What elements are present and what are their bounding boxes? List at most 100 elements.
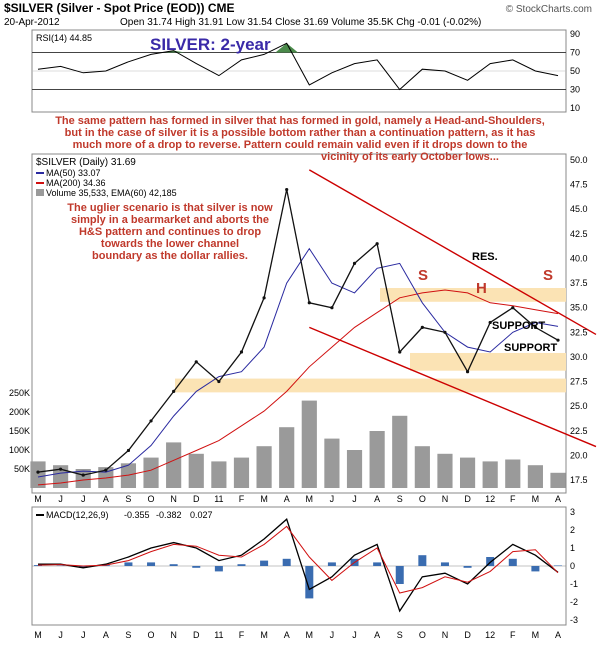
x-axis-label-macd: M [260,630,268,640]
macd-histogram-bar [34,565,42,566]
price-point [194,360,198,364]
macd-tick-label: 1 [570,543,575,553]
x-axis-label-price: 12 [485,494,495,504]
x-axis-label-price: 11 [214,494,223,504]
price-point [81,473,85,477]
macd-histogram-bar [282,558,291,566]
x-axis-label-macd: F [510,630,516,640]
band-zone [410,352,566,371]
x-axis-label-macd: A [374,630,380,640]
volume-bar [324,438,340,488]
channel-upper-line [308,169,597,336]
volume-bar [120,463,137,488]
macd-histogram-bar [554,565,562,566]
macd-histogram-bar [214,566,223,572]
price-point [172,389,176,393]
legend-volume-swatch [36,189,44,196]
legend-volume: Volume 35,533, EMA(60) 42,185 [46,188,177,198]
volume-bar [482,461,498,488]
macd-signal-value: -0.382 [156,510,182,520]
x-axis-label-price: M [532,494,540,504]
macd-value: -0.355 [124,510,150,520]
x-axis-label-macd: S [125,630,131,640]
support-upper-label: SUPPORT [492,320,545,332]
volume-bar [30,461,46,488]
price-point [375,242,379,246]
x-axis-label-price: A [374,494,380,504]
support-lower-label: SUPPORT [504,342,557,354]
commentary-line: simply in a bearmarket and aborts the [71,214,269,226]
price-point [262,296,266,300]
rsi-tick-label: 10 [570,103,580,113]
res-label: RES. [472,251,498,263]
macd-signal-line [37,525,559,594]
macd-histogram-bar [147,562,156,566]
x-axis-label-price: J [352,494,357,504]
x-axis-label-macd: 12 [485,630,495,640]
macd-histogram-bar [327,562,336,566]
price-point [420,325,424,329]
band-zone [410,378,566,393]
x-axis-label-macd: M [532,630,540,640]
x-axis-label-macd: F [239,630,245,640]
volume-bar [301,400,317,488]
price-point [36,470,40,474]
volume-tick-label: 250K [9,388,30,398]
rsi-tick-label: 70 [570,48,580,58]
ticks-layer: 907050301050.047.545.042.540.037.535.032… [9,29,588,640]
x-axis-label-macd: M [306,630,314,640]
macd-histogram-bar [395,566,404,584]
commentary-line: H&S pattern and continues to drop [79,226,261,238]
price-point [149,419,153,423]
macd-tick-label: -2 [570,597,578,607]
price-tick-label: 30.0 [570,352,588,362]
commentary-upper: The same pattern has formed in silver th… [55,115,545,163]
x-axis-label-price: J [58,494,63,504]
price-tick-label: 27.5 [570,377,588,387]
x-axis-label-macd: N [442,630,449,640]
commentary-line: boundary as the dollar rallies. [92,250,248,262]
price-tick-label: 20.0 [570,450,588,460]
price-point [217,379,221,384]
macd-histogram-bar [305,566,314,599]
x-axis-label-macd: J [352,630,357,640]
x-axis-label-price: S [125,494,131,504]
rsi-overbought-fill [275,43,298,53]
x-axis-label-macd: D [193,630,200,640]
macd-tick-label: -1 [570,579,578,589]
left-shoulder-label: S [418,267,428,284]
rsi-line [37,42,559,91]
price-line [37,189,559,476]
macd-histogram-bar [237,564,246,566]
x-axis-label-price: O [419,494,426,504]
price-point [352,261,357,265]
rsi-label: RSI(14) 44.85 [36,33,92,43]
price-point [465,370,470,374]
macd-histogram-bar [373,562,382,566]
x-axis-label-price: A [284,494,290,504]
x-axis-label-price: M [34,494,42,504]
macd-histogram-bar [169,564,178,566]
macd-layer [32,518,566,613]
price-point [556,338,560,342]
x-axis-label-price: N [170,494,177,504]
price-point [488,320,492,325]
price-tick-label: 40.0 [570,253,588,263]
volume-bar [279,427,295,488]
x-axis-label-price: A [555,494,561,504]
volume-bar [256,446,272,488]
volume-bar [233,457,250,488]
x-axis-label-price: N [442,494,449,504]
channel-lower-line [309,326,597,448]
x-axis-label-price: A [103,494,109,504]
macd-histogram-bar [418,555,427,566]
price-tick-label: 32.5 [570,327,588,337]
volume-bar [143,457,159,488]
macd-label-prefix: MACD(12,26,9) [46,510,109,520]
rsi-tick-label: 30 [570,85,580,95]
price-point [126,448,131,453]
head-label: H [476,280,487,297]
price-tick-label: 42.5 [570,229,588,239]
volume-bar [437,453,453,488]
price-tick-label: 45.0 [570,204,588,214]
